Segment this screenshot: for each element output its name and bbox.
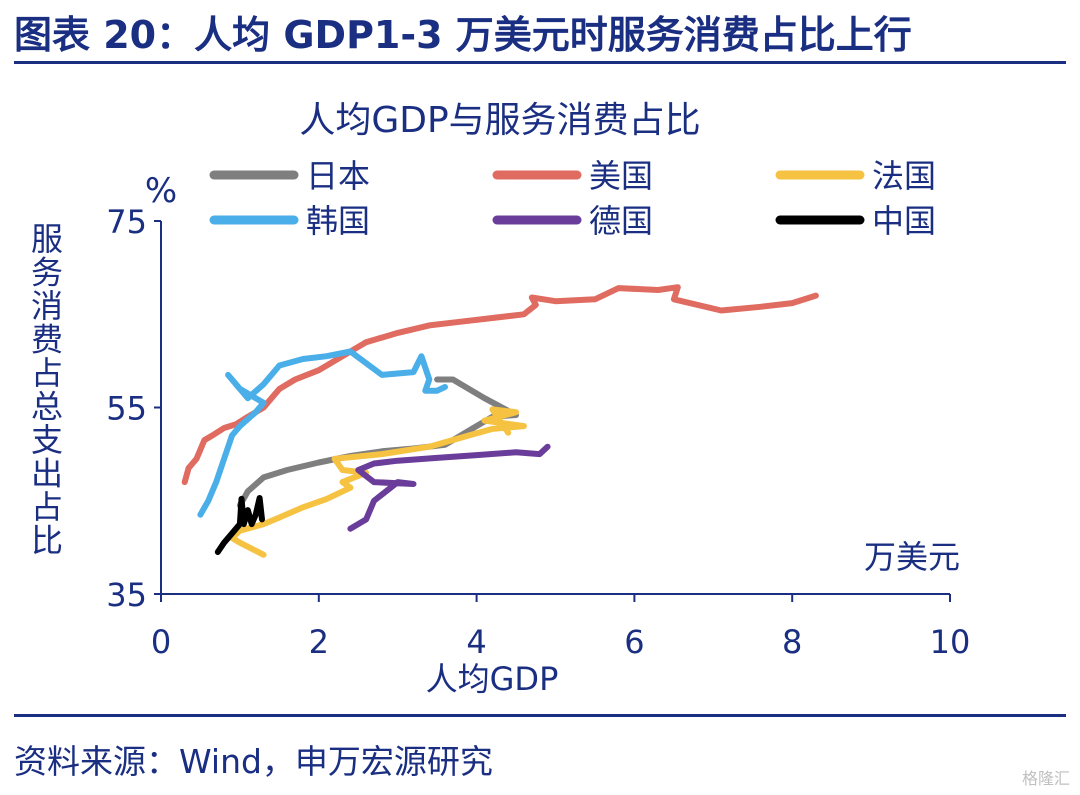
y-tick-label: 75 bbox=[106, 203, 147, 241]
series-line-法国 bbox=[229, 406, 527, 558]
legend-label: 法国 bbox=[872, 157, 936, 195]
chart-series bbox=[181, 284, 819, 558]
source-note: 资料来源：Wind，申万宏源研究 bbox=[14, 742, 493, 781]
x-axis-label: 人均GDP bbox=[426, 660, 559, 698]
series-line-韩国 bbox=[197, 348, 448, 518]
legend-label: 美国 bbox=[589, 157, 653, 195]
x-tick-label: 6 bbox=[624, 623, 644, 661]
page-title: 图表 20：人均 GDP1-3 万美元时服务消费占比上行 bbox=[14, 13, 912, 57]
x-unit-label: 万美元 bbox=[864, 538, 960, 576]
x-tick-label: 10 bbox=[930, 623, 971, 661]
x-tick-label: 8 bbox=[782, 623, 802, 661]
watermark: 格隆汇 bbox=[1021, 769, 1070, 788]
header-rule bbox=[14, 61, 1066, 64]
x-tick-label: 4 bbox=[466, 623, 486, 661]
legend-label: 韩国 bbox=[306, 202, 370, 240]
y-tick-label: 55 bbox=[106, 390, 147, 428]
series-line-日本 bbox=[236, 376, 519, 509]
series-line-德国 bbox=[347, 443, 551, 532]
footer-rule bbox=[14, 714, 1066, 717]
y-unit-label: % bbox=[145, 171, 177, 211]
chart-axes: 35 55 75 0 2 4 6 8 10 bbox=[106, 203, 970, 661]
legend-label: 中国 bbox=[872, 202, 936, 240]
legend-label: 德国 bbox=[589, 202, 653, 240]
y-tick-label: 35 bbox=[106, 576, 147, 614]
series-line-中国 bbox=[214, 495, 265, 555]
x-tick-label: 0 bbox=[151, 623, 171, 661]
x-tick-label: 2 bbox=[309, 623, 329, 661]
series-line-美国 bbox=[181, 284, 819, 486]
chart-title: 人均GDP与服务消费占比 bbox=[299, 100, 700, 141]
legend-label: 日本 bbox=[306, 157, 370, 195]
y-axis-label: 服务消费占总支出占比 bbox=[31, 220, 63, 560]
